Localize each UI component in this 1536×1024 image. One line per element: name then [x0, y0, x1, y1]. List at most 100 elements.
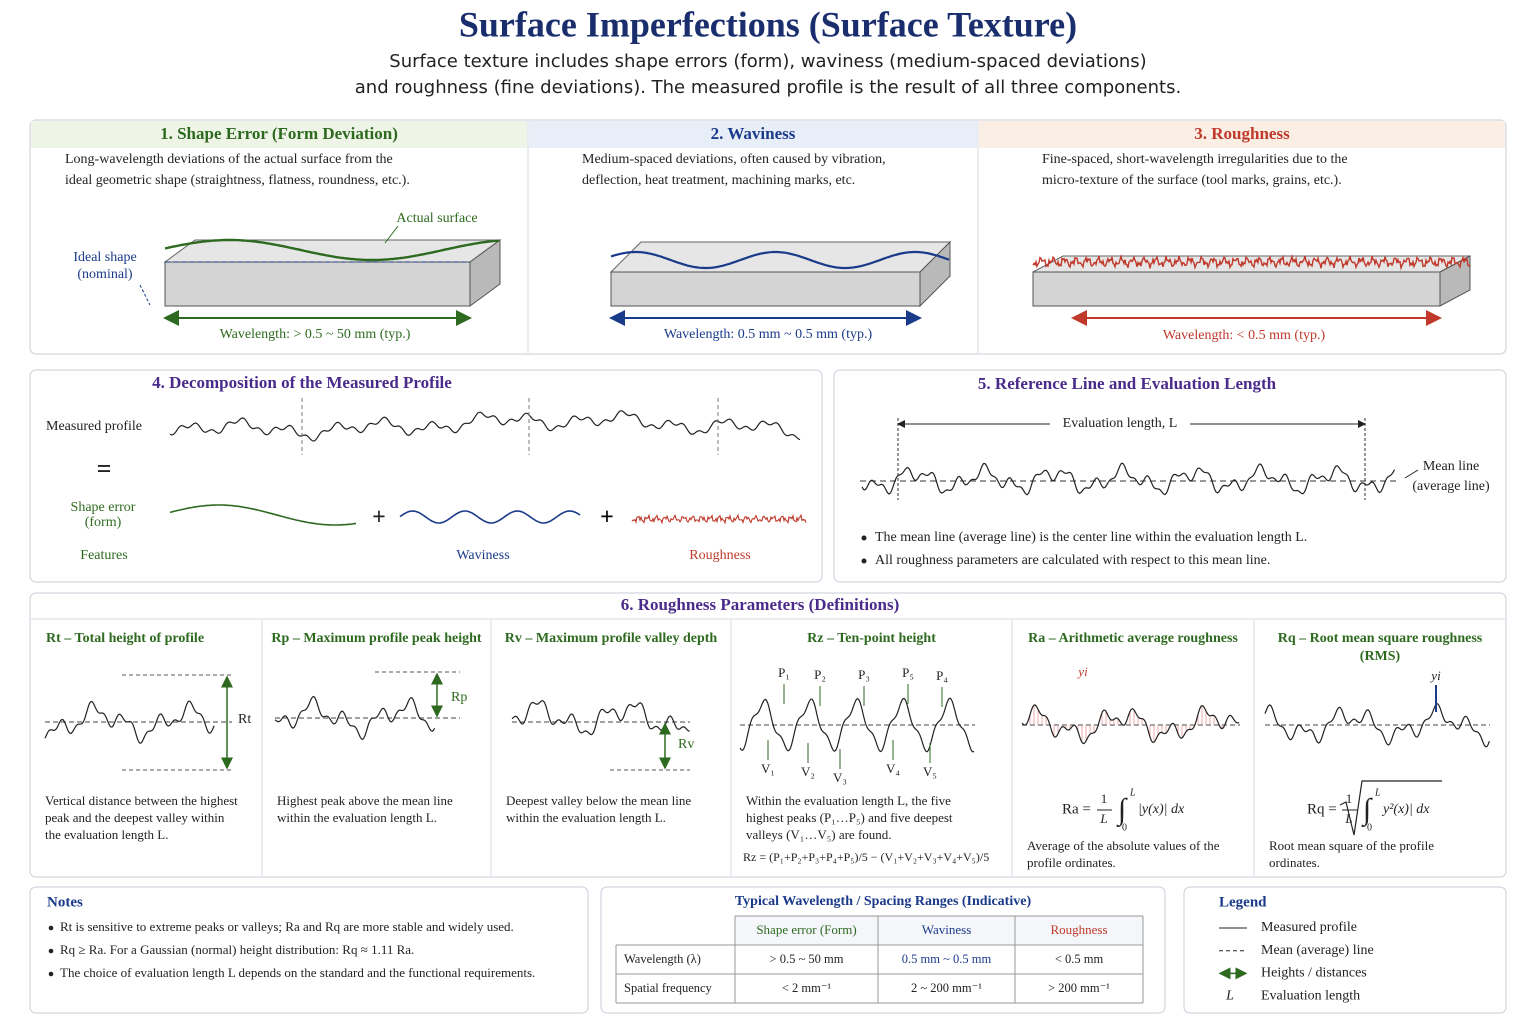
table-cell: 2 ~ 200 mm⁻¹: [911, 981, 982, 995]
profile: [1264, 703, 1490, 748]
param-title: Rv – Maximum profile valley depth: [505, 631, 718, 646]
label: (average line): [1412, 479, 1490, 494]
wavelength: Wavelength: 0.5 mm ~ 0.5 mm (typ.): [664, 327, 873, 342]
formula: 0: [1367, 822, 1372, 833]
wavelength: Wavelength: < 0.5 mm (typ.): [1163, 328, 1326, 343]
panel-text: micro-texture of the surface (tool marks…: [1042, 173, 1342, 188]
param-text: within the evaluation length L.: [506, 810, 666, 825]
label: Measured profile: [46, 419, 142, 434]
table-cell: Wavelength (λ): [624, 952, 701, 966]
formula: 1: [1346, 791, 1353, 806]
table-cell: > 0.5 ~ 50 mm: [770, 952, 844, 966]
plus: +: [600, 505, 614, 531]
subtitle: Surface texture includes shape errors (f…: [389, 51, 1146, 72]
callout: Ideal shape: [73, 250, 136, 265]
param-text: within the evaluation length L.: [277, 810, 437, 825]
box-title: Legend: [1219, 894, 1267, 910]
mark-label: P₄: [936, 668, 948, 683]
param-text: profile ordinates.: [1027, 855, 1116, 870]
bullet-text: All roughness parameters are calculated …: [875, 553, 1270, 568]
panel-text: Fine-spaced, short-wavelength irregulari…: [1042, 152, 1348, 167]
bullet: [861, 535, 867, 541]
note-text: The choice of evaluation length L depend…: [60, 965, 535, 980]
label: Waviness: [456, 548, 509, 563]
table-cell: Spatial frequency: [624, 981, 713, 995]
note-text: Rt is sensitive to extreme peaks or vall…: [60, 919, 514, 934]
mark-label: P₁: [778, 665, 790, 680]
form-wave: [169, 504, 357, 526]
param-text: valleys (V₁…V₅) are found.: [746, 827, 892, 842]
formula: Ra =: [1062, 801, 1091, 817]
profile: [1021, 704, 1240, 745]
formula: 0: [1122, 822, 1127, 833]
param-text: peak and the deepest valley within: [45, 810, 225, 825]
formula: L: [1374, 787, 1381, 798]
box-title: Typical Wavelength / Spacing Ranges (Ind…: [735, 894, 1032, 909]
mark-label: V₃: [833, 770, 847, 785]
param-text: highest peaks (P₁…P₅) and five deepest: [746, 810, 953, 825]
panel-title: 5. Reference Line and Evaluation Length: [978, 374, 1277, 393]
formula: |y(x)| dx: [1138, 802, 1185, 817]
label: (form): [85, 515, 122, 530]
legend-label: Mean (average) line: [1261, 943, 1374, 958]
mark-label: P₃: [858, 667, 870, 682]
mark-label: V₁: [761, 761, 775, 776]
block-side: [1439, 255, 1471, 307]
block-front: [1032, 271, 1441, 307]
bullet: [48, 948, 54, 954]
panel-text: Long-wavelength deviations of the actual…: [65, 152, 393, 167]
block-front: [164, 261, 471, 307]
formula: 1: [1101, 791, 1108, 806]
table-header: Roughness: [1050, 922, 1107, 937]
table-cell: < 2 mm⁻¹: [782, 981, 832, 995]
panel-title: 3. Roughness: [1194, 124, 1290, 143]
param-title: Rz – Ten-point height: [807, 631, 936, 646]
panel-text: Medium-spaced deviations, often caused b…: [582, 152, 886, 167]
panel-text: deflection, heat treatment, machining ma…: [582, 173, 855, 188]
panel: [29, 886, 589, 1014]
panel-text: ideal geometric shape (straightness, fla…: [65, 173, 410, 188]
formula: y²(x)| dx: [1381, 802, 1430, 817]
mark-label: P₅: [902, 665, 914, 680]
label: Mean line: [1423, 459, 1479, 474]
label: Evaluation length, L: [1063, 416, 1178, 431]
param-title: Rp – Maximum profile peak height: [271, 631, 481, 646]
panel: [1183, 886, 1507, 1014]
mark-label: Rv: [678, 737, 694, 752]
param-text: Average of the absolute values of the: [1027, 838, 1220, 853]
wavelength: Wavelength: > 0.5 ~ 50 mm (typ.): [220, 327, 411, 342]
formula: ∫: [1116, 793, 1128, 828]
mark-label: yi: [1076, 664, 1088, 679]
formula: L: [1099, 811, 1107, 826]
note-text: Rq ≥ Ra. For a Gaussian (normal) height …: [60, 942, 414, 957]
table-cell: 0.5 mm ~ 0.5 mm: [902, 952, 992, 966]
param-text: Vertical distance between the highest: [45, 793, 238, 808]
param-title: Rt – Total height of profile: [46, 631, 204, 646]
panel-title: 6. Roughness Parameters (Definitions): [621, 595, 900, 614]
subtitle: and roughness (fine deviations). The mea…: [355, 77, 1181, 98]
param-text: Deepest valley below the mean line: [506, 793, 691, 808]
formula: Rq =: [1307, 801, 1337, 817]
param-text: Within the evaluation length L, the five: [746, 793, 951, 808]
label: Roughness: [689, 548, 750, 563]
roughness-surface: [1032, 253, 1471, 271]
waviness-wave: [399, 510, 581, 524]
mark-label: yi: [1429, 668, 1441, 683]
panel-header: [31, 121, 527, 148]
sqrt: [1339, 780, 1442, 836]
waviness-surface: [610, 250, 950, 270]
param-title: Rq – Root mean square roughness: [1278, 631, 1483, 646]
actual-surface: [164, 238, 500, 262]
param-title: (RMS): [1360, 649, 1401, 664]
param-text: Highest peak above the mean line: [277, 793, 453, 808]
measured-profile: [169, 410, 801, 442]
bullet-text: The mean line (average line) is the cent…: [875, 530, 1307, 545]
callout: [1404, 469, 1419, 479]
formula: ∫: [1361, 793, 1373, 828]
roughness-wave: [631, 513, 807, 525]
equals: =: [97, 454, 112, 483]
legend-label: Measured profile: [1261, 920, 1357, 935]
legend-label: Heights / distances: [1261, 966, 1367, 981]
block-side: [469, 239, 501, 307]
panel-header: [979, 121, 1505, 148]
